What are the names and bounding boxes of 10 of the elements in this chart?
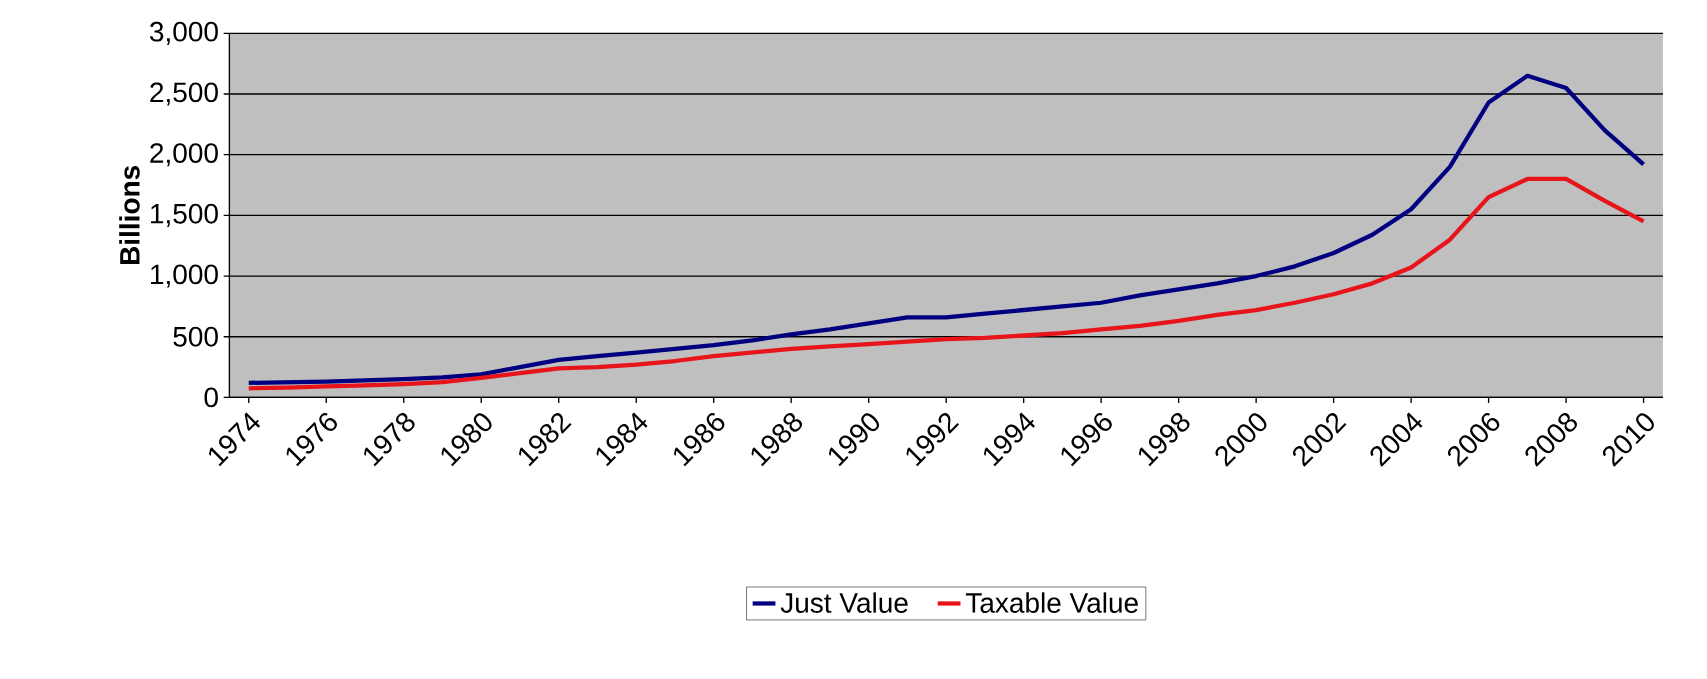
y-tick-label: 0 xyxy=(204,387,218,408)
y-tick-label: 1,000 xyxy=(151,264,218,288)
legend-label: Just Value xyxy=(780,592,908,613)
y-tick-label: 1,500 xyxy=(151,203,218,228)
y-tick-label: 3,000 xyxy=(149,21,218,45)
y-axis-title: Billions xyxy=(119,166,140,265)
y-tick-label: 500 xyxy=(173,326,218,347)
y-tick-label: 2,500 xyxy=(150,82,218,106)
y-tick-label: 2,000 xyxy=(150,143,218,167)
legend-label: Taxable Value xyxy=(965,592,1138,613)
